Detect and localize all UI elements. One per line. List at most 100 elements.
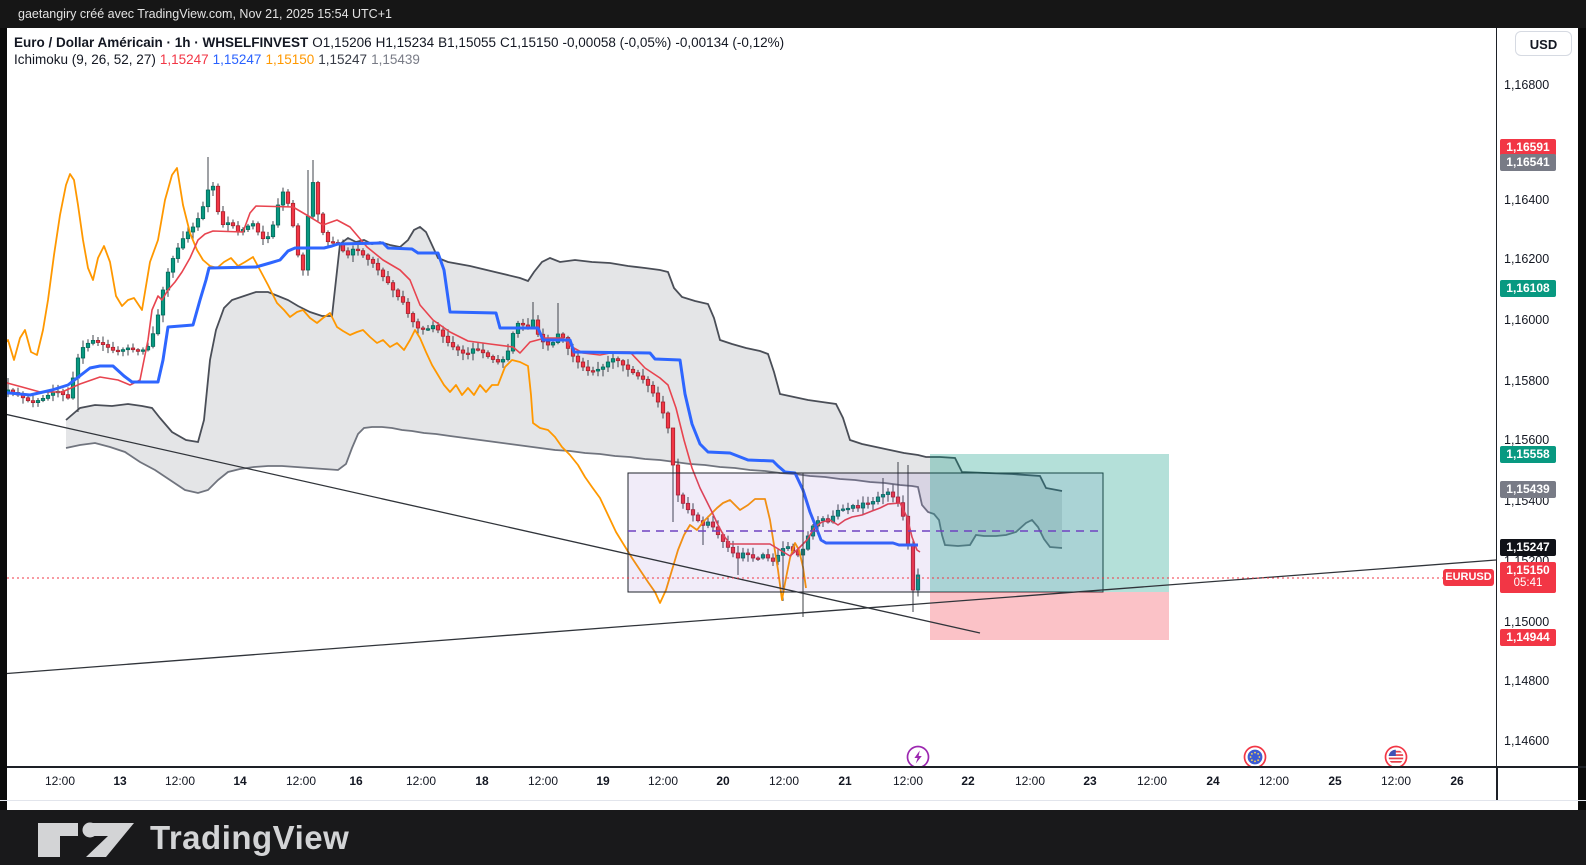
symbol-info-segment-4: C1,15150 <box>499 35 559 50</box>
candle-down <box>670 427 676 466</box>
price-label-pill: 1,16108 <box>1500 280 1556 297</box>
trendline-1[interactable] <box>0 413 981 634</box>
symbol-price-tag-label: EURUSD <box>1445 571 1492 583</box>
price-tick-label: 1,14800 <box>1504 674 1550 688</box>
candle-up <box>170 258 176 273</box>
candle-down <box>260 231 266 240</box>
long-position-target-zone[interactable] <box>930 454 1169 592</box>
eu-flag-event-icon[interactable] <box>1243 745 1267 768</box>
time-tick-label[interactable]: 24 <box>1206 774 1220 788</box>
candle-down <box>345 250 351 256</box>
candle-up <box>35 400 41 403</box>
indicator-info-segment-5: 1,15439 <box>371 52 420 67</box>
price-label-pill: 1,14944 <box>1500 629 1556 646</box>
candle-up <box>245 225 251 230</box>
candle-up <box>610 358 616 363</box>
candle-down <box>25 397 31 402</box>
time-tick-label[interactable]: 12:00 <box>164 774 196 788</box>
candle-up <box>125 347 131 351</box>
candle-up <box>740 552 746 559</box>
indicator-info-line[interactable]: Ichimoku (9, 26, 52, 27) 1,15247 1,15247 1,… <box>14 52 424 67</box>
candle-down <box>65 394 71 399</box>
time-tick-label[interactable]: 22 <box>961 774 975 788</box>
time-tick-label[interactable]: 21 <box>838 774 852 788</box>
candle-down <box>420 327 426 330</box>
candle-up <box>90 340 96 344</box>
time-tick-label[interactable]: 12:00 <box>1258 774 1290 788</box>
candle-down <box>445 335 451 343</box>
candle-down <box>435 325 441 331</box>
time-tick-label[interactable]: 12:00 <box>405 774 437 788</box>
time-tick-label[interactable]: 12:00 <box>768 774 800 788</box>
candle-down <box>615 358 621 362</box>
symbol-info-segment-6: -0,00134 (-0,12%) <box>675 35 785 50</box>
candle-down <box>295 225 301 256</box>
tenkan-sen-line <box>7 205 921 557</box>
time-tick-label[interactable]: 12:00 <box>527 774 559 788</box>
time-tick-label[interactable]: 16 <box>349 774 363 788</box>
candle-up <box>190 226 196 233</box>
time-tick-label[interactable]: 12:00 <box>647 774 679 788</box>
time-tick-label[interactable]: 12:00 <box>1380 774 1412 788</box>
candle-up <box>150 333 156 347</box>
countdown-timer: 05:41 <box>1513 577 1543 589</box>
candle-down <box>650 384 656 394</box>
candle-down <box>545 341 551 346</box>
time-tick-label[interactable]: 13 <box>113 774 127 788</box>
candle-down <box>620 360 626 366</box>
symbol-info-line[interactable]: Euro / Dollar Américain · 1h · WHSELFINV… <box>14 35 788 50</box>
candle-up <box>85 342 91 348</box>
time-tick-label[interactable]: 14 <box>233 774 247 788</box>
candle-down <box>735 552 741 559</box>
time-tick-label[interactable]: 12:00 <box>1014 774 1046 788</box>
lightning-event-icon[interactable] <box>906 745 930 768</box>
time-tick-label[interactable]: 12:00 <box>1136 774 1168 788</box>
time-tick-label[interactable]: 12:00 <box>44 774 76 788</box>
candle-up <box>350 248 356 256</box>
candle-down <box>30 400 36 403</box>
candle-down <box>490 356 496 360</box>
time-tick-label[interactable]: 23 <box>1083 774 1097 788</box>
candle-down <box>360 250 366 256</box>
indicator-info-segment-1: 1,15247 <box>159 52 209 67</box>
time-tick-label[interactable]: 12:00 <box>285 774 317 788</box>
candle-up <box>820 518 826 522</box>
candle-up <box>915 574 921 591</box>
candle-down <box>395 289 401 298</box>
candle-down <box>855 505 861 509</box>
candle-up <box>160 289 166 316</box>
time-tick-label[interactable]: 19 <box>596 774 610 788</box>
candle-down <box>665 412 671 429</box>
time-tick-label[interactable]: 26 <box>1450 774 1464 788</box>
candle-down <box>315 182 321 215</box>
tradingview-logo-icon <box>38 822 134 857</box>
attribution-text: gaetangiry créé avec TradingView.com, No… <box>18 7 392 21</box>
candle-up <box>595 368 601 372</box>
candle-down <box>455 346 461 351</box>
candle-down <box>410 313 416 323</box>
trendline-2[interactable] <box>0 559 1496 675</box>
time-tick-label[interactable]: 20 <box>716 774 730 788</box>
price-axis[interactable]: USD 1,16800 1,16400 1,16200 1,16000 1,15800 1… <box>1497 28 1578 766</box>
time-tick-label[interactable]: 25 <box>1328 774 1342 788</box>
senkou-span-a-line <box>65 225 1063 492</box>
time-axis[interactable]: 12:00 13 12:00 14 12:00 16 12:00 18 12:00 19 12:00… <box>7 766 1496 800</box>
candle-down <box>290 202 296 227</box>
candle-down <box>220 211 226 226</box>
candle-up <box>225 222 231 226</box>
brand-wordmark: TradingView <box>150 819 350 856</box>
candle-down <box>660 401 666 414</box>
candle-down <box>685 502 691 511</box>
candle-down <box>450 342 456 348</box>
candle-up <box>470 348 476 354</box>
candle-up <box>805 535 811 550</box>
time-tick-label[interactable]: 12:00 <box>892 774 924 788</box>
long-position-stop-zone[interactable] <box>930 592 1169 640</box>
candle-up <box>505 350 511 360</box>
candle-down <box>585 366 591 372</box>
time-tick-label[interactable]: 18 <box>475 774 489 788</box>
currency-toggle-button[interactable]: USD <box>1515 31 1572 56</box>
candle-down <box>325 231 331 243</box>
us-flag-event-icon[interactable] <box>1384 745 1408 768</box>
